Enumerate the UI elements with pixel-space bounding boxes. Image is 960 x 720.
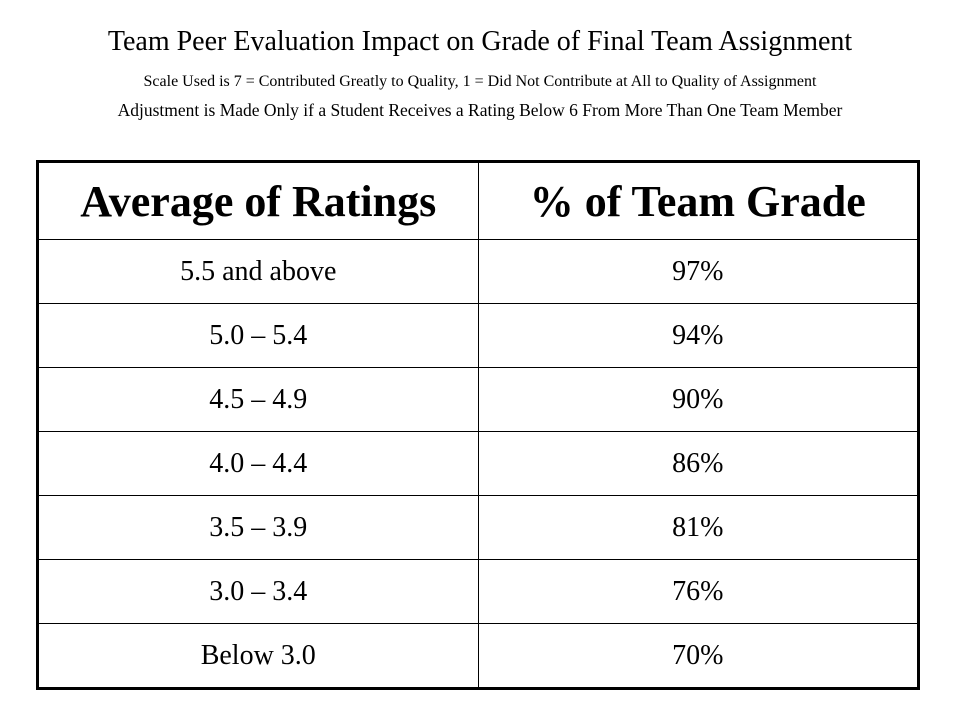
table-row: 5.5 and above 97% [38,239,918,304]
table-header-row: Average of Ratings % of Team Grade [38,162,918,240]
table-row: 3.0 – 3.4 76% [38,559,918,624]
rating-range-cell: 3.5 – 3.9 [38,495,479,560]
table-row: 5.0 – 5.4 94% [38,303,918,368]
table-row: 4.5 – 4.9 90% [38,367,918,432]
rating-range-cell: 5.0 – 5.4 [38,303,479,368]
rating-range-cell: 4.5 – 4.9 [38,367,479,432]
adjustment-note: Adjustment is Made Only if a Student Rec… [117,100,843,120]
rating-range-cell: 5.5 and above [38,239,479,304]
rating-range-cell: Below 3.0 [38,623,479,688]
column-header-average: Average of Ratings [38,162,479,240]
grade-percent-cell: 97% [477,239,918,304]
grade-percent-cell: 76% [477,559,918,624]
table-row: 4.0 – 4.4 86% [38,431,918,496]
rating-range-cell: 3.0 – 3.4 [38,559,479,624]
page-title: Team Peer Evaluation Impact on Grade of … [107,26,853,57]
grade-percent-cell: 94% [477,303,918,368]
table-row: 3.5 – 3.9 81% [38,495,918,560]
column-header-percent: % of Team Grade [477,162,918,240]
grade-percent-cell: 81% [477,495,918,560]
table-row: Below 3.0 70% [38,623,918,688]
scale-note: Scale Used is 7 = Contributed Greatly to… [143,73,817,90]
rating-range-cell: 4.0 – 4.4 [38,431,479,496]
grade-percent-cell: 70% [477,623,918,688]
grade-table: Average of Ratings % of Team Grade 5.5 a… [38,162,918,688]
grade-percent-cell: 86% [477,431,918,496]
grade-percent-cell: 90% [477,367,918,432]
